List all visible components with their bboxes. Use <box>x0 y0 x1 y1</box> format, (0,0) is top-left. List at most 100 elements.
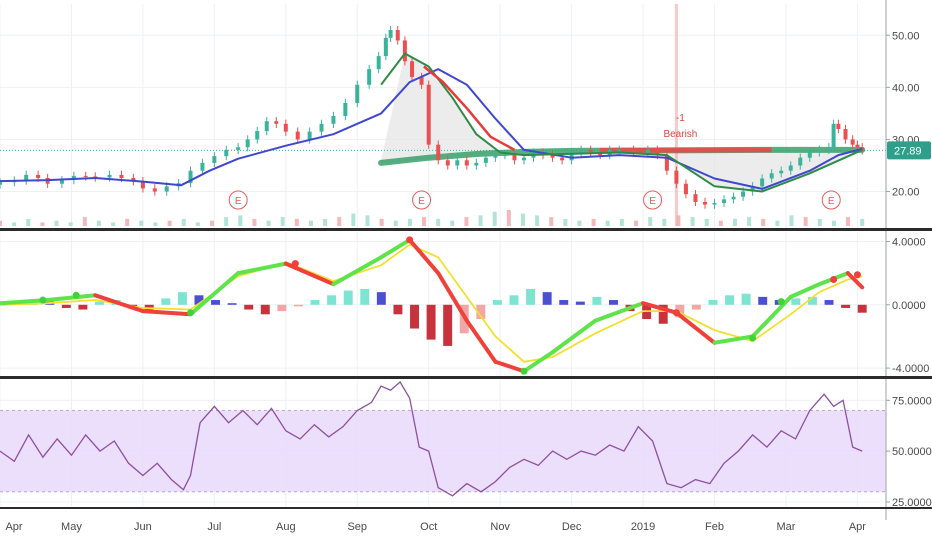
candle-body[interactable] <box>731 196 736 200</box>
volume-bar <box>139 220 144 226</box>
candle-body[interactable] <box>617 149 622 151</box>
macd-hist-bar <box>476 304 486 320</box>
candle-body[interactable] <box>224 149 229 157</box>
candle-body[interactable] <box>436 144 441 161</box>
candle-body[interactable] <box>798 157 803 166</box>
candle-body[interactable] <box>283 123 288 132</box>
candle-body[interactable] <box>445 160 450 166</box>
candle-body[interactable] <box>512 155 517 161</box>
macd-hist-bar <box>857 304 867 313</box>
candle-body[interactable] <box>164 186 169 192</box>
candle-body[interactable] <box>741 191 746 197</box>
candle-body[interactable] <box>255 131 260 140</box>
earnings-marker[interactable] <box>228 190 248 210</box>
candle-body[interactable] <box>93 176 98 178</box>
month-label: Mar <box>776 521 795 533</box>
volume-bar <box>761 218 766 226</box>
candle-body[interactable] <box>502 155 507 157</box>
candle-body[interactable] <box>788 165 793 171</box>
rsi-band <box>0 410 886 492</box>
candle-body[interactable] <box>855 144 860 148</box>
month-label: Feb <box>705 521 724 533</box>
candle-body[interactable] <box>588 149 593 153</box>
candle-body[interactable] <box>36 174 41 178</box>
candle-body[interactable] <box>645 149 650 153</box>
candle-body[interactable] <box>750 186 755 192</box>
candle-body[interactable] <box>200 162 205 171</box>
earnings-marker[interactable] <box>412 190 432 210</box>
candle-body[interactable] <box>843 129 848 140</box>
candle-body[interactable] <box>850 139 855 145</box>
candle-body[interactable] <box>367 69 372 85</box>
candle-body[interactable] <box>483 157 488 163</box>
macd-panel[interactable] <box>0 236 867 375</box>
candle-body[interactable] <box>722 199 727 203</box>
candle-body[interactable] <box>579 149 584 153</box>
candle-body[interactable] <box>807 152 812 158</box>
candle-body[interactable] <box>140 181 145 189</box>
candle-body[interactable] <box>521 157 526 161</box>
candle-body[interactable] <box>455 160 460 166</box>
candle-body[interactable] <box>119 174 124 178</box>
candle-body[interactable] <box>402 40 407 62</box>
earnings-marker[interactable] <box>643 190 663 210</box>
candle-body[interactable] <box>831 123 836 148</box>
candle-body[interactable] <box>83 175 88 177</box>
candle-body[interactable] <box>550 155 555 158</box>
volume-bar <box>337 217 342 226</box>
candle-body[interactable] <box>474 162 479 166</box>
candle-body[interactable] <box>59 180 64 184</box>
candle-body[interactable] <box>712 202 717 205</box>
candle-body[interactable] <box>355 84 360 103</box>
candle-body[interactable] <box>419 76 424 85</box>
candle-body[interactable] <box>131 177 136 182</box>
candle-body[interactable] <box>560 157 565 161</box>
candle-body[interactable] <box>274 121 279 124</box>
candle-body[interactable] <box>319 123 324 132</box>
candle-body[interactable] <box>152 188 157 192</box>
month-label: 2019 <box>631 521 655 533</box>
candle-body[interactable] <box>307 131 312 140</box>
candle-body[interactable] <box>236 147 241 150</box>
candle-body[interactable] <box>779 170 784 174</box>
candle-body[interactable] <box>836 123 841 130</box>
candle-body[interactable] <box>24 174 29 181</box>
candle-body[interactable] <box>343 102 348 116</box>
candle-body[interactable] <box>683 183 688 195</box>
candle-body[interactable] <box>264 121 269 132</box>
macd-hist-bar <box>675 304 685 318</box>
candle-body[interactable] <box>664 155 669 171</box>
candle-body[interactable] <box>760 178 765 187</box>
candle-body[interactable] <box>331 116 336 124</box>
candle-body[interactable] <box>295 131 300 140</box>
candle-body[interactable] <box>188 170 193 184</box>
rsi-panel[interactable] <box>0 380 886 497</box>
candle-body[interactable] <box>631 149 636 153</box>
last-price-badge[interactable] <box>887 141 931 160</box>
candle-body[interactable] <box>245 139 250 148</box>
candle-body[interactable] <box>493 155 498 158</box>
candle-body[interactable] <box>464 160 469 166</box>
candle-body[interactable] <box>826 147 831 150</box>
candle-body[interactable] <box>426 84 431 145</box>
candle-body[interactable] <box>702 201 707 205</box>
candle-body[interactable] <box>655 149 660 156</box>
earnings-marker[interactable] <box>821 190 841 210</box>
candle-body[interactable] <box>569 152 574 161</box>
candle-body[interactable] <box>410 61 415 77</box>
candle-body[interactable] <box>674 170 679 184</box>
candle-body[interactable] <box>0 182 2 185</box>
volume-bar <box>817 218 822 226</box>
candle-body[interactable] <box>212 156 217 163</box>
volume-bar <box>577 220 582 226</box>
candle-body[interactable] <box>383 37 388 57</box>
price-panel[interactable]: E E E E -1 Bearish <box>0 4 886 226</box>
candle-body[interactable] <box>107 174 112 178</box>
candle-body[interactable] <box>376 56 381 70</box>
candle-body[interactable] <box>388 30 393 38</box>
candle-body[interactable] <box>817 149 822 153</box>
candle-body[interactable] <box>395 30 400 41</box>
candle-body[interactable] <box>693 194 698 202</box>
candle-body[interactable] <box>769 173 774 179</box>
